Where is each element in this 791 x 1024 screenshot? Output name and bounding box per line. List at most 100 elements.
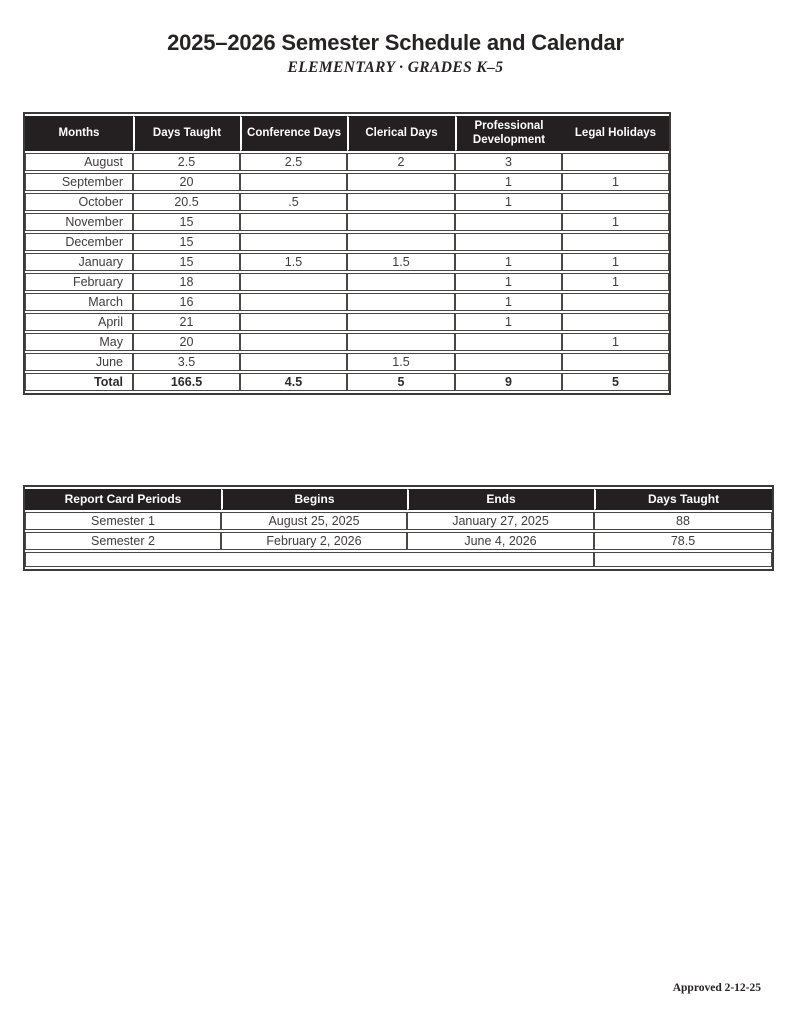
table-row: Semester 2 February 2, 2026 June 4, 2026…	[25, 532, 772, 550]
total-professional-development: 9	[455, 372, 562, 391]
professional-development-cell	[455, 352, 562, 371]
clerical-days-cell: 2	[347, 152, 455, 171]
professional-development-cell: 1	[455, 172, 562, 191]
professional-development-cell: 1	[455, 312, 562, 331]
legal-holidays-cell	[562, 152, 669, 171]
col-header-months: Months	[25, 116, 133, 151]
conference-days-cell	[240, 172, 347, 191]
days-taught-cell: 15	[133, 252, 240, 271]
legal-holidays-cell	[562, 352, 669, 371]
clerical-days-cell	[347, 192, 455, 211]
empty-days-cell	[594, 552, 772, 567]
begins-cell: August 25, 2025	[221, 512, 407, 530]
table-row: May 20 1	[25, 332, 669, 351]
col-header-conference-days: Conference Days	[240, 116, 347, 151]
total-clerical-days: 5	[347, 372, 455, 391]
report-header-row: Report Card Periods Begins Ends Days Tau…	[25, 489, 772, 510]
days-taught-cell: 15	[133, 232, 240, 251]
table-row: December 15	[25, 232, 669, 251]
table-row: February 18 1 1	[25, 272, 669, 291]
conference-days-cell	[240, 312, 347, 331]
month-cell: September	[25, 172, 133, 191]
days-taught-cell: 21	[133, 312, 240, 331]
month-cell: April	[25, 312, 133, 331]
professional-development-cell	[455, 212, 562, 231]
table-row: August 2.5 2.5 2 3	[25, 152, 669, 171]
days-taught-cell: 88	[594, 512, 772, 530]
legal-holidays-cell	[562, 232, 669, 251]
professional-development-cell: 1	[455, 192, 562, 211]
table-row: November 15 1	[25, 212, 669, 231]
clerical-days-cell	[347, 272, 455, 291]
col-header-begins: Begins	[221, 489, 407, 510]
clerical-days-cell	[347, 212, 455, 231]
professional-development-cell: 3	[455, 152, 562, 171]
month-cell: November	[25, 212, 133, 231]
col-header-days-taught: Days Taught	[133, 116, 240, 151]
legal-holidays-cell: 1	[562, 252, 669, 271]
month-cell: August	[25, 152, 133, 171]
legal-holidays-cell: 1	[562, 272, 669, 291]
table-row: January 15 1.5 1.5 1 1	[25, 252, 669, 271]
page-title: 2025–2026 Semester Schedule and Calendar	[167, 30, 624, 55]
total-days-taught: 166.5	[133, 372, 240, 391]
legal-holidays-cell: 1	[562, 172, 669, 191]
table-row: Semester 1 August 25, 2025 January 27, 2…	[25, 512, 772, 530]
clerical-days-cell: 1.5	[347, 352, 455, 371]
page-subtitle: ELEMENTARY · GRADES K–5	[287, 59, 504, 76]
table-row: March 16 1	[25, 292, 669, 311]
professional-development-cell: 1	[455, 252, 562, 271]
begins-cell: February 2, 2026	[221, 532, 407, 550]
clerical-days-cell	[347, 312, 455, 331]
total-label: Total	[25, 372, 133, 391]
conference-days-cell	[240, 352, 347, 371]
approved-stamp: Approved 2-12-25	[672, 982, 761, 994]
conference-days-cell	[240, 332, 347, 351]
conference-days-cell	[240, 212, 347, 231]
conference-days-cell	[240, 292, 347, 311]
clerical-days-cell	[347, 332, 455, 351]
total-row: Total 166.5 4.5 5 9 5	[25, 372, 669, 391]
month-cell: March	[25, 292, 133, 311]
professional-development-cell: 1	[455, 292, 562, 311]
legal-holidays-cell: 1	[562, 332, 669, 351]
conference-days-cell	[240, 232, 347, 251]
empty-cell	[25, 552, 594, 567]
month-cell: January	[25, 252, 133, 271]
legal-holidays-cell: 1	[562, 212, 669, 231]
col-header-professional-development: Professional Development	[455, 116, 562, 151]
conference-days-cell: 2.5	[240, 152, 347, 171]
month-cell: October	[25, 192, 133, 211]
ends-cell: January 27, 2025	[407, 512, 594, 530]
table-row: June 3.5 1.5	[25, 352, 669, 371]
col-header-report-card-periods: Report Card Periods	[25, 489, 221, 510]
total-conference-days: 4.5	[240, 372, 347, 391]
month-cell: June	[25, 352, 133, 371]
professional-development-cell	[455, 332, 562, 351]
days-taught-cell: 2.5	[133, 152, 240, 171]
clerical-days-cell	[347, 172, 455, 191]
table-row: April 21 1	[25, 312, 669, 331]
table-row: September 20 1 1	[25, 172, 669, 191]
total-legal-holidays: 5	[562, 372, 669, 391]
month-cell: December	[25, 232, 133, 251]
ends-cell: June 4, 2026	[407, 532, 594, 550]
professional-development-cell: 1	[455, 272, 562, 291]
clerical-days-cell	[347, 232, 455, 251]
days-taught-cell: 15	[133, 212, 240, 231]
days-taught-cell: 20	[133, 172, 240, 191]
schedule-table-container: Months Days Taught Conference Days Cleri…	[23, 112, 671, 395]
days-taught-cell: 78.5	[594, 532, 772, 550]
legal-holidays-cell	[562, 292, 669, 311]
month-cell: May	[25, 332, 133, 351]
col-header-legal-holidays: Legal Holidays	[562, 116, 669, 151]
clerical-days-cell: 1.5	[347, 252, 455, 271]
days-taught-cell: 3.5	[133, 352, 240, 371]
month-cell: February	[25, 272, 133, 291]
days-taught-cell: 20.5	[133, 192, 240, 211]
legal-holidays-cell	[562, 192, 669, 211]
col-header-ends: Ends	[407, 489, 594, 510]
schedule-table: Months Days Taught Conference Days Cleri…	[23, 112, 671, 395]
clerical-days-cell	[347, 292, 455, 311]
